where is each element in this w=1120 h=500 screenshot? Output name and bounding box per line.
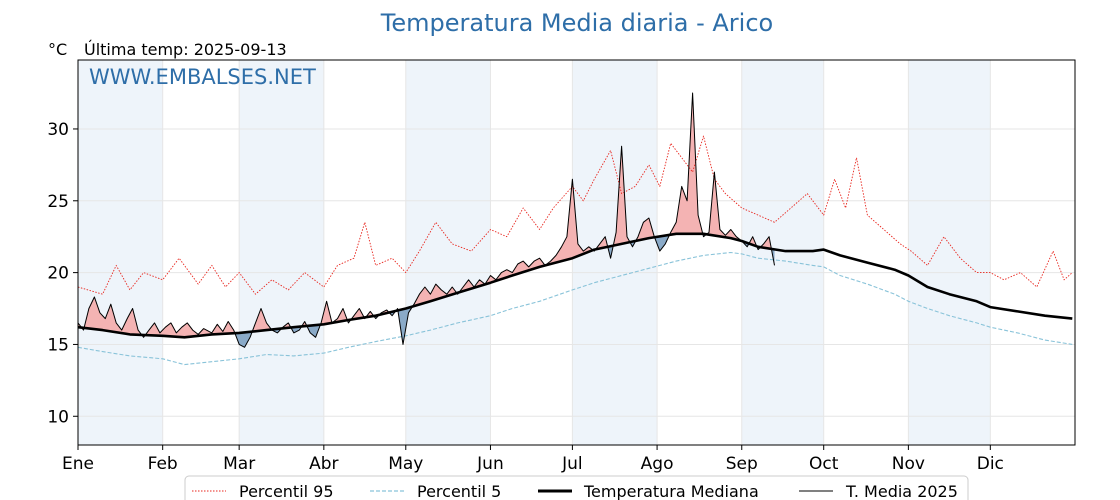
plot-frame bbox=[77, 59, 1076, 446]
legend-label-p95: Percentil 95 bbox=[239, 482, 334, 500]
x-tick-label-may: May bbox=[388, 454, 423, 474]
legend-label-median: Temperatura Mediana bbox=[583, 482, 759, 500]
month-band-mar bbox=[239, 60, 324, 445]
x-tick-label-jul: Jul bbox=[561, 454, 583, 474]
y-tick-label-25: 25 bbox=[47, 192, 69, 212]
chart-title: Temperatura Media diaria - Arico bbox=[380, 9, 773, 37]
line-t-media-2025 bbox=[77, 92, 775, 348]
x-tick-label-sep: Sep bbox=[726, 454, 758, 474]
legend-label-current: T. Media 2025 bbox=[845, 482, 958, 500]
x-tick-label-jun: Jun bbox=[476, 454, 504, 474]
month-bands bbox=[78, 60, 991, 445]
y-tick-label-10: 10 bbox=[47, 407, 69, 427]
legend-box bbox=[184, 475, 969, 500]
x-tick-label-ago: Ago bbox=[641, 454, 674, 474]
watermark: WWW.EMBALSES.NET bbox=[89, 65, 316, 89]
y-tick-label-15: 15 bbox=[47, 335, 69, 355]
x-tick-label-mar: Mar bbox=[223, 454, 255, 474]
month-band-ene bbox=[78, 60, 163, 445]
y-tick-label-20: 20 bbox=[47, 264, 69, 284]
month-band-may bbox=[405, 60, 491, 445]
series-lines bbox=[77, 92, 1073, 366]
month-band-sep bbox=[741, 60, 824, 445]
x-axis-ticks: Ene Feb Mar Abr May Jun Jul Ago Sep Oct Nov Dic bbox=[62, 445, 1004, 474]
y-tick-label-30: 30 bbox=[47, 120, 69, 140]
x-tick-label-ene: Ene bbox=[62, 454, 94, 474]
legend-label-p5: Percentil 5 bbox=[417, 482, 501, 500]
x-tick-label-dic: Dic bbox=[977, 454, 1004, 474]
fill-above-median bbox=[78, 93, 772, 338]
x-tick-label-nov: Nov bbox=[892, 454, 925, 474]
line-temperatura-mediana bbox=[77, 232, 1073, 339]
last-temp-label: Última temp: 2025-09-13 bbox=[84, 40, 287, 59]
line-percentil-5 bbox=[77, 251, 1073, 366]
x-tick-label-feb: Feb bbox=[148, 454, 178, 474]
unit-label: °C bbox=[48, 40, 67, 59]
legend: Percentil 95 Percentil 5 Temperatura Med… bbox=[184, 475, 969, 500]
month-band-nov bbox=[908, 60, 991, 445]
deviation-fills bbox=[78, 93, 775, 348]
x-tick-label-abr: Abr bbox=[309, 454, 338, 474]
y-axis-ticks: 10 15 20 25 30 bbox=[47, 120, 78, 427]
x-tick-label-oct: Oct bbox=[809, 454, 839, 474]
